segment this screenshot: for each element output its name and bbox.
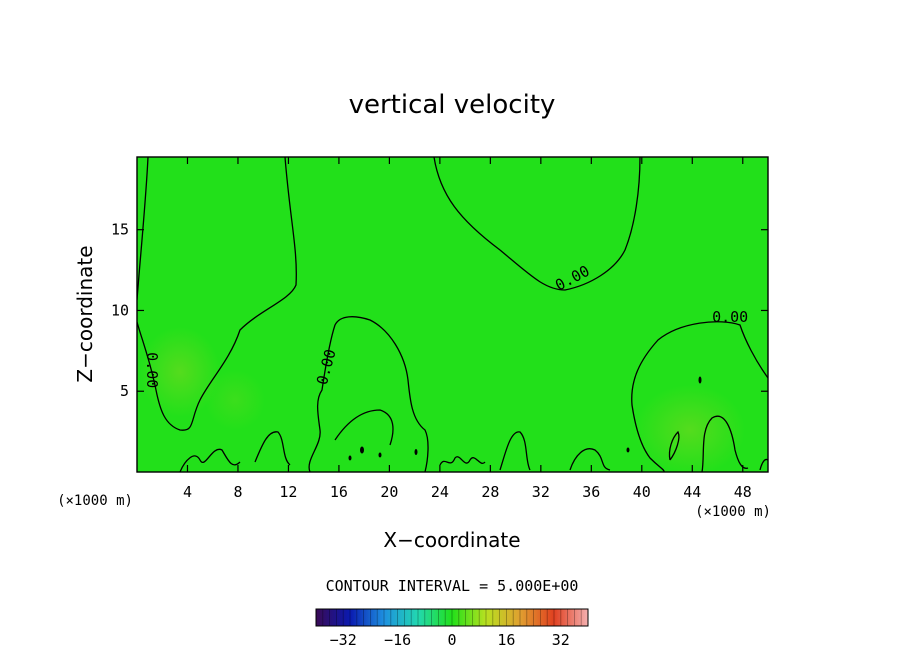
contour-label: 0.00 xyxy=(712,308,748,326)
colorbar-tick-label: 32 xyxy=(552,631,570,649)
y-tick-label: 5 xyxy=(120,382,129,400)
chart-title: vertical velocity xyxy=(349,90,556,120)
contour-line-top-center xyxy=(433,157,641,291)
contour-line-right-blob xyxy=(668,430,680,461)
x-tick-label: 28 xyxy=(481,483,499,501)
contour-line-center-dome xyxy=(308,316,429,472)
colorbar-tick-labels: −32 −16 0 16 32 xyxy=(330,631,570,649)
x-tick-label: 44 xyxy=(683,483,701,501)
colorbar-tick-label: −16 xyxy=(384,631,411,649)
x-tick-label: 36 xyxy=(582,483,600,501)
y-tick-label: 15 xyxy=(111,221,129,239)
x-axis-ticks: 4 8 12 16 20 24 28 32 36 40 44 48 xyxy=(183,157,752,501)
contour-line-center-inner xyxy=(334,409,394,446)
y-axis-label: Z−coordinate xyxy=(73,245,97,382)
colorbar-tick-label: 16 xyxy=(497,631,515,649)
y-axis-ticks: 5 10 15 xyxy=(111,221,768,400)
colorbar-tick-label: 0 xyxy=(447,631,456,649)
x-tick-label: 16 xyxy=(330,483,348,501)
field-shading xyxy=(140,327,745,472)
x-tick-label: 20 xyxy=(380,483,398,501)
contour-line-left-lobe xyxy=(137,157,297,431)
x-tick-label: 24 xyxy=(431,483,449,501)
contour-label: 0.00 xyxy=(143,352,161,388)
x-tick-label: 32 xyxy=(532,483,550,501)
contour-line-right xyxy=(631,321,768,472)
x-unit-right: (×1000 m) xyxy=(695,504,771,520)
contour-line-base-ripples xyxy=(179,415,768,472)
x-unit-left: (×1000 m) xyxy=(57,493,133,509)
x-tick-label: 8 xyxy=(233,483,242,501)
colorbar-fill xyxy=(316,609,588,626)
x-tick-label: 40 xyxy=(633,483,651,501)
y-tick-label: 10 xyxy=(111,301,129,319)
colorbar-tick-label: −32 xyxy=(330,631,357,649)
x-axis-label: X−coordinate xyxy=(383,528,520,552)
plot-frame xyxy=(136,156,769,473)
contour-lines xyxy=(137,157,768,472)
x-tick-label: 48 xyxy=(734,483,752,501)
colorbar-frame xyxy=(315,608,589,627)
colorbar: −32 −16 0 16 32 xyxy=(315,608,589,649)
x-tick-label: 4 xyxy=(183,483,192,501)
x-tick-label: 12 xyxy=(279,483,297,501)
contour-dots xyxy=(348,376,702,461)
contour-interval-text: CONTOUR INTERVAL = 5.000E+00 xyxy=(326,577,579,595)
colorbar-stripes xyxy=(322,609,582,626)
